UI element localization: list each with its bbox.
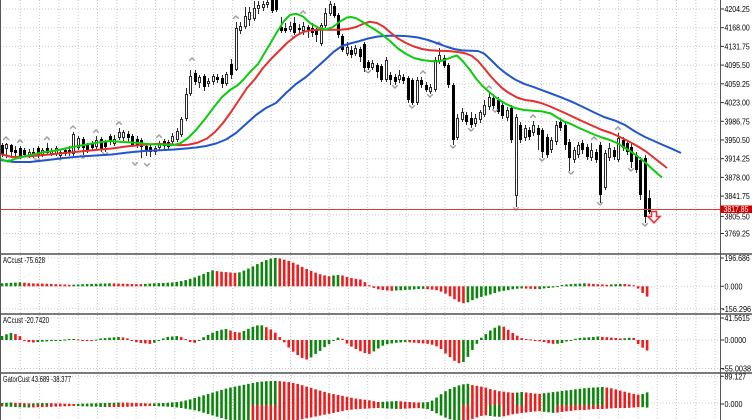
svg-text:89.127: 89.127 [725, 371, 747, 381]
svg-text:ACcust -75.628: ACcust -75.628 [3, 256, 45, 265]
svg-text:4204.25: 4204.25 [725, 4, 750, 14]
svg-text:3769.25: 3769.25 [725, 229, 750, 239]
svg-text:4023.00: 4023.00 [725, 98, 750, 108]
svg-text:3805.50: 3805.50 [725, 211, 750, 221]
svg-text:GatorCust 43.689 -38.377: GatorCust 43.689 -38.377 [3, 375, 71, 384]
svg-text:4131.75: 4131.75 [725, 41, 750, 51]
svg-text:196.686: 196.686 [725, 253, 750, 263]
svg-text:0.000: 0.000 [725, 399, 743, 409]
svg-text:3841.75: 3841.75 [725, 191, 750, 201]
svg-text:3914.25: 3914.25 [725, 154, 750, 164]
svg-text:4059.25: 4059.25 [725, 79, 750, 89]
svg-text:0.0000: 0.0000 [725, 335, 747, 345]
svg-text:4095.50: 4095.50 [725, 60, 750, 70]
svg-text:41.5615: 41.5615 [725, 313, 750, 323]
svg-text:ACcust -20.7420: ACcust -20.7420 [3, 316, 49, 325]
svg-text:-55.0038: -55.0038 [722, 364, 751, 374]
svg-text:4168.00: 4168.00 [725, 23, 750, 33]
svg-text:0.000: 0.000 [725, 281, 743, 291]
svg-text:3878.00: 3878.00 [725, 172, 750, 182]
svg-text:-156.296: -156.296 [722, 304, 751, 314]
svg-text:3986.75: 3986.75 [725, 116, 750, 126]
svg-text:3817.85: 3817.85 [724, 205, 749, 214]
svg-text:3950.50: 3950.50 [725, 135, 750, 145]
